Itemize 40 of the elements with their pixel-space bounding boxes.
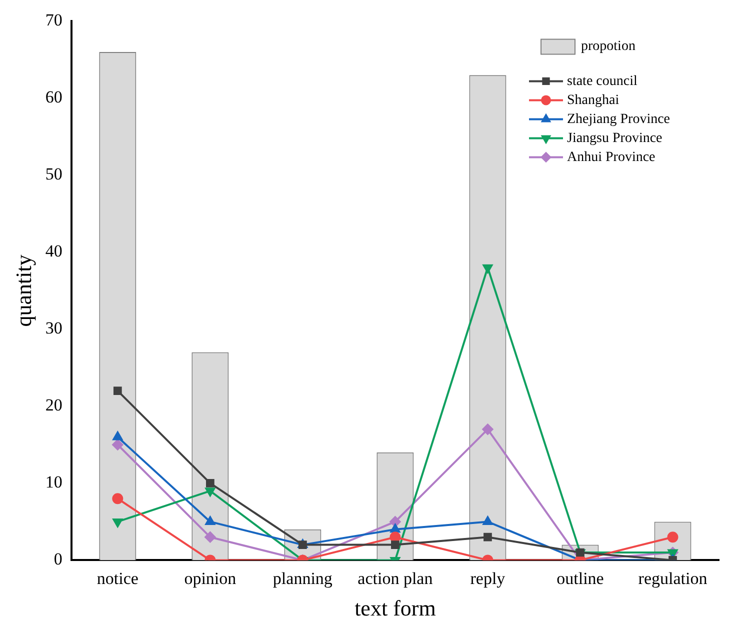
legend-label: propotion bbox=[581, 38, 636, 54]
point bbox=[206, 479, 214, 488]
y-tick-label: 20 bbox=[45, 396, 62, 415]
legend-label: Zhejiang Province bbox=[567, 112, 670, 127]
point bbox=[112, 518, 123, 528]
x-tick-label: planning bbox=[272, 568, 333, 588]
x-tick-label: notice bbox=[96, 568, 138, 588]
point bbox=[205, 516, 216, 525]
legend-label: Anhui Province bbox=[567, 150, 656, 165]
x-tick-label: outline bbox=[556, 568, 604, 588]
point bbox=[112, 493, 124, 504]
point bbox=[298, 540, 307, 549]
point bbox=[113, 386, 122, 395]
y-tick-label: 50 bbox=[45, 164, 62, 184]
x-tick-label: regulation bbox=[638, 568, 708, 588]
y-tick-label: 60 bbox=[45, 88, 62, 107]
point bbox=[482, 264, 493, 274]
legend-label: state council bbox=[567, 74, 638, 89]
legend-label: Shanghai bbox=[567, 92, 620, 108]
x-tick-label: reply bbox=[470, 568, 506, 588]
point bbox=[482, 516, 493, 525]
point bbox=[390, 524, 400, 533]
point bbox=[391, 540, 400, 549]
y-tick-label: 30 bbox=[45, 318, 62, 338]
point bbox=[484, 532, 492, 542]
point bbox=[112, 439, 124, 450]
point bbox=[390, 516, 401, 528]
point bbox=[112, 432, 123, 440]
y-axis-title: quantity bbox=[10, 254, 36, 327]
y-tick-label: 10 bbox=[45, 472, 62, 492]
y-tick-label: 70 bbox=[45, 10, 62, 30]
x-axis-title: text form bbox=[354, 596, 436, 621]
legend-label: Jiangsu Province bbox=[567, 130, 662, 146]
point bbox=[482, 424, 494, 435]
point bbox=[204, 532, 216, 543]
x-tick-label: opinion bbox=[184, 568, 237, 588]
point bbox=[205, 488, 216, 496]
y-tick-label: 40 bbox=[45, 242, 62, 261]
y-tick-label: 0 bbox=[54, 550, 62, 569]
x-tick-label: action plan bbox=[358, 568, 434, 588]
